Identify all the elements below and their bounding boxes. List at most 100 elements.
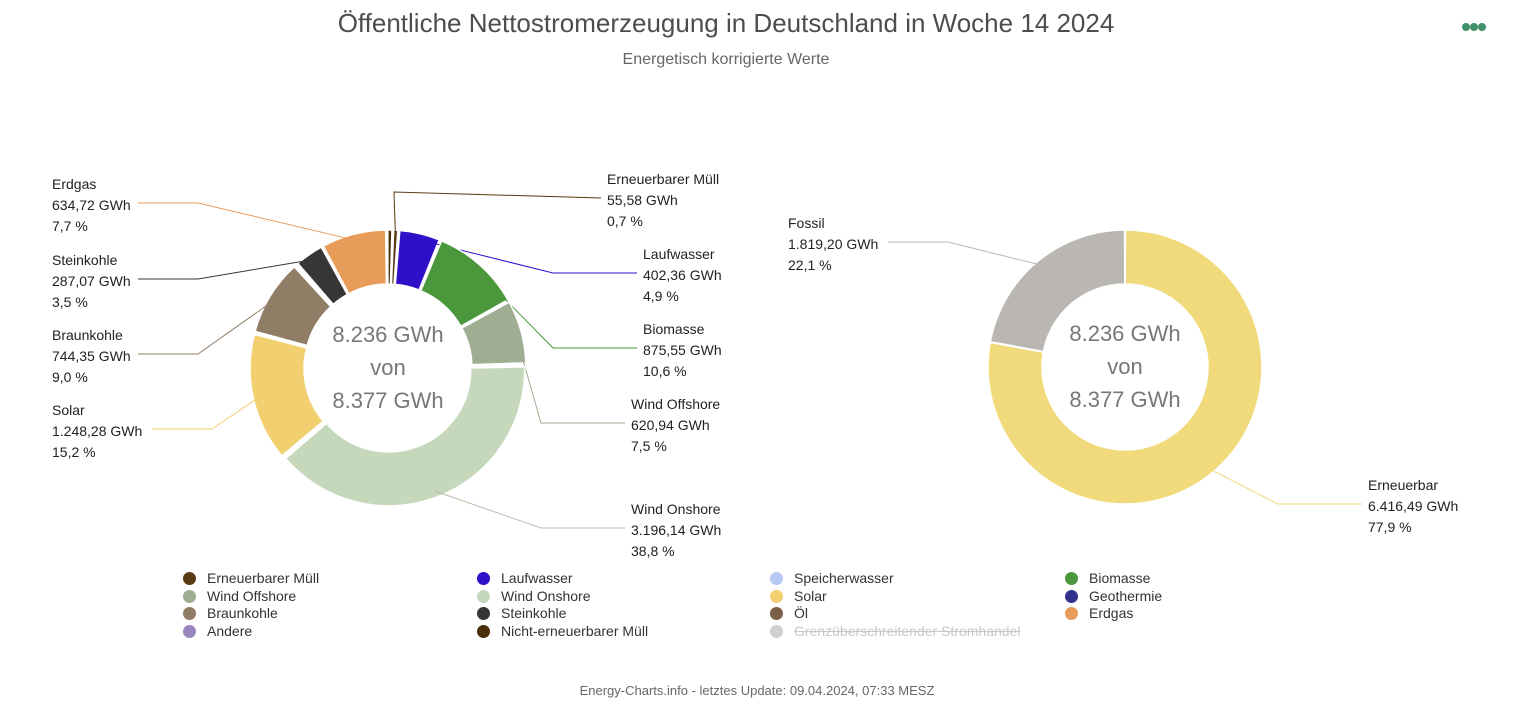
label-percent-wind-onshore: 38,8 % xyxy=(631,543,675,559)
label-value-braunkohle: 744,35 GWh xyxy=(52,348,131,364)
label-value-erneuerbar: 6.416,49 GWh xyxy=(1368,498,1458,514)
slice-oel[interactable] xyxy=(294,263,334,307)
label-name-braunkohle: Braunkohle xyxy=(52,327,123,343)
legend-label: Grenzüberschreitender Stromhandel xyxy=(794,622,1021,639)
legend-swatch-icon xyxy=(1065,572,1078,585)
legend-label: Steinkohle xyxy=(501,605,567,621)
label-value-wind-offshore: 620,94 GWh xyxy=(631,417,710,433)
connector-wind-onshore xyxy=(435,490,625,529)
label-percent-fossil: 22,1 % xyxy=(788,257,832,273)
legend-swatch-icon xyxy=(183,607,196,620)
label-percent-biomasse: 10,6 % xyxy=(643,363,687,379)
label-name-solar: Solar xyxy=(52,402,85,418)
slice-laufwasser[interactable] xyxy=(394,229,441,291)
legend-label: Wind Onshore xyxy=(501,587,591,604)
more-dots-icon-dot xyxy=(1478,23,1486,31)
center-label-line-2: von xyxy=(1107,354,1142,379)
legend-label: Speicherwasser xyxy=(794,570,894,586)
label-percent-erdgas: 7,7 % xyxy=(52,218,88,234)
label-value-wind-onshore: 3.196,14 GWh xyxy=(631,522,721,538)
legend-swatch-icon xyxy=(477,572,490,585)
legend-swatch-icon xyxy=(1065,589,1078,603)
connector-wind-offshore xyxy=(514,332,625,424)
center-label-line-3: 8.377 GWh xyxy=(1069,387,1180,412)
legend-label: Geothermie xyxy=(1089,587,1163,604)
slice-solar[interactable] xyxy=(249,333,325,457)
connector-braunkohle xyxy=(138,299,276,355)
legend-swatch-icon xyxy=(477,589,490,603)
label-value-erdgas: 634,72 GWh xyxy=(52,197,131,213)
connector-steinkohle xyxy=(138,259,313,280)
more-dots-icon xyxy=(1462,23,1470,31)
legend-swatch-icon xyxy=(183,572,196,585)
label-percent-steinkohle: 3,5 % xyxy=(52,294,88,310)
center-label-line-1: 8.236 GWh xyxy=(1069,321,1180,346)
label-value-biomasse: 875,55 GWh xyxy=(643,342,722,358)
label-percent-solar: 15,2 % xyxy=(52,444,96,460)
center-label-line-3: 8.377 GWh xyxy=(332,388,443,413)
legend-label: Andere xyxy=(207,622,253,639)
legend-label: Solar xyxy=(794,587,827,604)
legend-swatch-icon xyxy=(477,607,490,620)
legend-label: Laufwasser xyxy=(501,570,573,586)
label-percent-laufwasser: 4,9 % xyxy=(643,288,679,304)
center-label-line-2: von xyxy=(370,355,405,380)
connector-erneuerbarer-muell xyxy=(393,191,602,237)
label-value-fossil: 1.819,20 GWh xyxy=(788,236,878,252)
more-dots-icon-dot xyxy=(1470,23,1478,31)
slice-nicht-erneuerbarer-muell[interactable] xyxy=(387,229,393,285)
label-name-erdgas: Erdgas xyxy=(52,176,96,192)
legend-swatch-icon xyxy=(770,624,783,638)
center-label-line-1: 8.236 GWh xyxy=(332,322,443,347)
label-name-biomasse: Biomasse xyxy=(643,321,705,337)
legend-label: Erdgas xyxy=(1089,605,1134,621)
legend-swatch-icon xyxy=(770,589,783,603)
slice-biomasse[interactable] xyxy=(419,239,509,328)
slice-steinkohle[interactable] xyxy=(296,246,349,306)
donut-chart-generation: Erneuerbarer Müll 55,58 GWh 0,7 % Laufwasse… xyxy=(52,171,722,559)
label-name-laufwasser: Laufwasser xyxy=(643,246,715,262)
connector-erdgas xyxy=(138,202,356,241)
legend-swatch-icon xyxy=(183,624,196,638)
legend-swatch-icon xyxy=(770,607,783,620)
slice-erneuerbar[interactable] xyxy=(987,229,1263,505)
label-value-laufwasser: 402,36 GWh xyxy=(643,267,722,283)
legend-label: Öl xyxy=(794,605,808,621)
legend-label: Braunkohle xyxy=(207,605,278,621)
donut-chart-renewable-fossil: Erneuerbar 6.416,49 GWh 77,9 % Fossil 1.819,… xyxy=(788,215,1458,535)
connector-solar xyxy=(152,396,260,430)
label-value-erneuerbarer-muell: 55,58 GWh xyxy=(607,192,678,208)
label-percent-erneuerbarer-muell: 0,7 % xyxy=(607,213,643,229)
slice-erdgas[interactable] xyxy=(322,229,388,295)
label-name-erneuerbarer-muell: Erneuerbarer Müll xyxy=(607,171,719,187)
label-percent-wind-offshore: 7,5 % xyxy=(631,438,667,454)
legend-swatch-icon xyxy=(1065,607,1078,620)
slice-wind-onshore[interactable] xyxy=(284,366,526,507)
label-value-steinkohle: 287,07 GWh xyxy=(52,273,131,289)
connector-fossil xyxy=(888,241,1041,266)
legend-label: Wind Offshore xyxy=(207,587,297,604)
label-name-fossil: Fossil xyxy=(788,215,825,231)
slice-wind-offshore[interactable] xyxy=(460,301,527,366)
slice-fossil[interactable] xyxy=(989,229,1126,353)
label-percent-braunkohle: 9,0 % xyxy=(52,369,88,385)
legend-swatch-icon xyxy=(770,572,783,585)
legend-label: Erneuerbarer Müll xyxy=(207,570,320,586)
slice-braunkohle[interactable] xyxy=(254,265,332,347)
chart-title: Öffentliche Nettostromerzeugung in Deuts… xyxy=(337,8,1115,38)
label-name-steinkohle: Steinkohle xyxy=(52,252,118,268)
footer-update-info: Energy-Charts.info - letztes Update: 09.… xyxy=(579,683,935,698)
label-percent-erneuerbar: 77,9 % xyxy=(1368,519,1412,535)
label-value-solar: 1.248,28 GWh xyxy=(52,423,142,439)
legend-swatch-icon xyxy=(477,624,490,638)
connector-erneuerbar xyxy=(1209,468,1362,505)
chart-menu-button[interactable] xyxy=(1456,14,1492,38)
legend-label: Nicht-erneuerbarer Müll xyxy=(501,622,649,639)
legend-swatch-icon xyxy=(183,589,196,603)
chart-subtitle: Energetisch korrigierte Werte xyxy=(622,51,830,68)
connector-biomasse xyxy=(475,268,637,349)
connector-laufwasser xyxy=(418,239,637,274)
legend-label: Biomasse xyxy=(1089,570,1151,586)
label-name-wind-onshore: Wind Onshore xyxy=(631,501,721,517)
